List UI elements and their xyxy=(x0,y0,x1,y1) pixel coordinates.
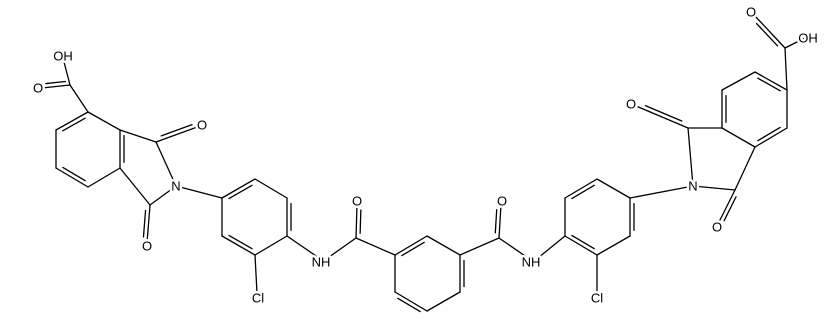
bond xyxy=(754,127,788,148)
bond xyxy=(394,291,428,312)
bond xyxy=(717,189,736,225)
bond xyxy=(62,166,86,182)
bond xyxy=(687,127,694,187)
bond xyxy=(498,204,502,239)
bond xyxy=(498,237,529,259)
bond xyxy=(635,105,689,129)
bond xyxy=(784,37,806,49)
bond xyxy=(532,235,566,263)
atom-label: Cl xyxy=(591,291,603,306)
bond xyxy=(459,237,500,256)
atom-label: O xyxy=(712,220,722,235)
atom-label: NH xyxy=(312,255,331,270)
bond xyxy=(394,235,428,256)
bond xyxy=(596,235,631,256)
bond xyxy=(571,234,595,250)
atom-label: O xyxy=(142,239,152,254)
bond xyxy=(119,129,157,143)
bond xyxy=(754,15,786,49)
bonds xyxy=(41,15,806,313)
bond xyxy=(426,235,461,256)
atom-label: N xyxy=(688,179,697,194)
atom-label: O xyxy=(197,118,207,133)
bond xyxy=(87,167,121,188)
bond xyxy=(149,185,177,206)
atom-label: O xyxy=(746,5,756,20)
bond xyxy=(644,104,683,122)
bond xyxy=(41,84,71,89)
bond xyxy=(160,123,193,137)
bond xyxy=(254,254,258,294)
bond xyxy=(119,167,151,206)
bond xyxy=(755,22,779,47)
bond xyxy=(254,178,288,199)
bond xyxy=(146,204,151,244)
bond xyxy=(228,184,253,200)
atom-label: Cl xyxy=(252,291,264,306)
bond xyxy=(757,126,781,142)
bond xyxy=(784,47,788,91)
bond xyxy=(571,184,595,200)
atom-label: O xyxy=(352,194,362,209)
bond xyxy=(692,185,736,191)
bond xyxy=(629,185,694,199)
bond xyxy=(55,167,89,188)
bond xyxy=(355,204,358,239)
bond xyxy=(155,125,201,143)
bond xyxy=(397,297,421,313)
bond xyxy=(228,234,253,250)
bond xyxy=(757,77,781,92)
atom-label: O xyxy=(33,81,43,96)
bond xyxy=(564,235,598,256)
atom-label: O xyxy=(626,97,636,112)
bond xyxy=(55,111,89,131)
bond xyxy=(221,178,256,199)
bond xyxy=(426,291,461,312)
atom-label: O xyxy=(497,194,507,209)
bond xyxy=(564,178,598,199)
bond xyxy=(155,141,177,187)
bond xyxy=(175,185,223,199)
bond xyxy=(321,237,357,263)
bond xyxy=(355,237,396,256)
bond xyxy=(62,117,86,132)
bond xyxy=(721,71,756,91)
bond xyxy=(286,235,320,259)
atom-label: OH xyxy=(53,49,73,64)
atom-labels: OH O O N O Cl NH O O NH Cl N O O OH O xyxy=(30,2,820,308)
atom-label: NH xyxy=(522,255,541,270)
bond xyxy=(734,146,756,191)
bond xyxy=(62,57,71,86)
atom-label: N xyxy=(171,179,180,194)
bond xyxy=(754,71,788,91)
bond xyxy=(69,84,89,113)
bond xyxy=(596,178,631,199)
bond xyxy=(401,241,425,257)
bond xyxy=(142,209,147,238)
bond xyxy=(87,111,121,131)
atom-label: OH xyxy=(798,31,818,46)
bond xyxy=(723,196,737,222)
bond xyxy=(221,235,256,256)
bond xyxy=(494,209,498,234)
bond xyxy=(45,80,67,85)
bond xyxy=(359,209,362,234)
bond xyxy=(254,235,288,256)
bond xyxy=(721,127,756,148)
